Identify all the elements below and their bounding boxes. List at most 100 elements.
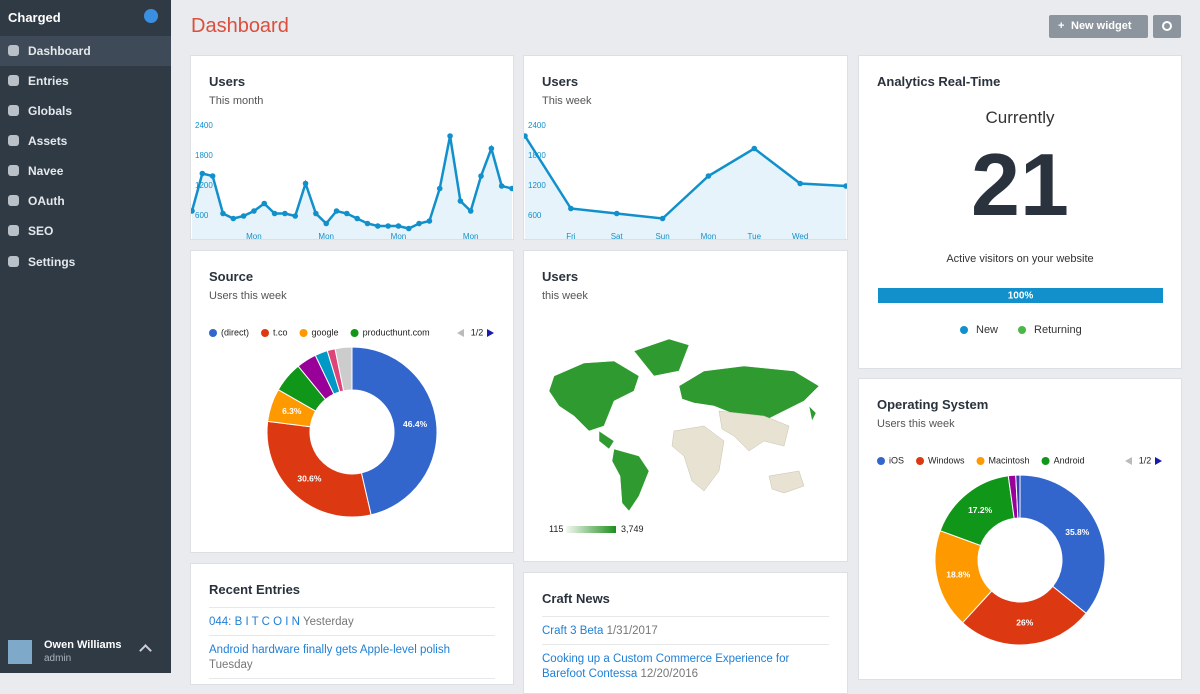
slice-label: 46.4% [403,419,428,429]
entry-list: 044: B I T C O I N Yesterday Android hard… [209,607,495,684]
card-title: Analytics Real-Time [877,74,1001,89]
x-tick-label: Wed [792,232,808,240]
legend-label: producthunt.com [363,327,430,337]
map-regions [548,338,820,512]
map-regions-low [671,410,805,494]
world-map [548,338,820,512]
page-next [487,329,494,337]
slice-label: 35.8% [1065,527,1090,537]
nav-item[interactable]: Entries [0,66,171,96]
new-widget-button[interactable]: + New widget [1049,15,1148,38]
item-link[interactable]: Android hardware finally gets Apple-leve… [209,644,451,656]
card-subtitle: This month [209,95,264,107]
item-link[interactable]: 044: B I T C O I N [209,616,300,628]
site-icon[interactable] [144,9,158,23]
news-list: Craft 3 Beta 1/31/2017 Cooking up a Custo… [542,616,829,687]
nav-label[interactable]: Navee [28,164,64,178]
nav-label[interactable]: OAuth [28,194,65,208]
card: Recent Entries 044: B I T C O I N Yester… [190,563,514,685]
nav-label[interactable]: Globals [28,104,73,118]
item-date: Yesterday [302,616,354,628]
slice-label: 30.6% [297,473,322,483]
legend-label: Macintosh [989,455,1030,465]
x-tick-label: Fri [566,232,576,240]
card: Users This month 600 1200 1800 2400 Mon Mon Mo… [190,55,514,240]
x-tick-label: Mon [463,232,479,240]
nav-item[interactable]: Navee [0,156,171,186]
item-link[interactable]: Craft 3 Beta [542,625,604,637]
x-tick-label: Mon [246,232,262,240]
point [191,208,195,214]
legend-label: (direct) [221,327,249,337]
list-item: Essential apps for switching from Mac to… [209,678,495,684]
slice [351,346,438,516]
nav-item[interactable]: Globals [0,96,171,126]
realtime-chart: 100% New Returning [878,288,1163,336]
user-name[interactable]: Owen Williams [44,639,122,651]
point [261,200,268,207]
point [395,223,402,229]
point [313,210,319,217]
y-tick-label: 1200 [195,181,213,190]
point [416,220,422,227]
brand[interactable]: Charged [8,10,61,25]
point [302,180,309,187]
point [467,208,474,214]
legend-swatch [209,329,217,337]
card: Operating System Users this week iOS Wind… [858,378,1182,680]
point [323,220,329,227]
point [240,213,247,219]
legend-swatch [299,329,308,337]
nav-label[interactable]: Assets [28,134,68,148]
page-next [1155,457,1162,465]
page-title: Dashboard [191,15,289,37]
nav-item[interactable]: OAuth [0,186,171,216]
card-title: Users [209,74,246,89]
nav-label[interactable]: SEO [28,224,54,238]
card-title: Craft News [542,591,610,606]
y-tick-label: 1200 [528,181,546,190]
point [354,215,360,222]
point [282,210,288,217]
x-tick-label: Tue [748,232,762,240]
legend-swatch [960,326,968,334]
card: Users this week 115 3,749 [523,250,848,562]
y-tick-label: 600 [195,211,209,220]
nav-label[interactable]: Dashboard [28,44,91,58]
area [525,136,846,239]
nav-item[interactable]: Dashboard [0,36,171,66]
legend-max: 3,749 [621,524,644,534]
plus-icon: + [1058,20,1065,32]
expand-icon[interactable] [139,644,152,657]
nav-label[interactable]: Settings [28,255,76,269]
point [843,183,847,189]
point [220,210,226,217]
nav-item[interactable]: SEO [0,216,171,246]
point [375,223,381,229]
chart: 600 1200 1800 2400 Fri Sat Sun Mon Tue Wed [524,121,847,240]
page-label: 1/2 [471,327,484,337]
y-tick-label: 1800 [195,151,213,160]
point [405,225,412,232]
sidebar: Charged Dashboard Entries Globals Assets… [0,0,171,673]
x-tick-label: Mon [318,232,334,240]
nav-label[interactable]: Entries [28,74,69,88]
card: Users This week 600 1200 1800 2400 Fri Sat Sun… [523,55,848,240]
legend-swatch [976,457,985,465]
chart: (direct) t.co google producthunt.com 1/2 46.4… [209,327,494,518]
point [333,208,340,214]
button-label[interactable]: New widget [1071,20,1132,32]
y-tick-label: 600 [528,211,542,220]
nav-item[interactable]: Assets [0,126,171,156]
realtime-caption: Active visitors on your website [946,253,1094,265]
user-role: admin [44,653,72,664]
slice [1015,474,1021,519]
nav-item[interactable]: Settings [0,247,171,277]
list-item: Cooking up a Custom Commerce Experience … [542,644,829,687]
realtime-count: 21 [971,135,1069,234]
page-label: 1/2 [1139,455,1152,465]
settings-button[interactable] [1153,15,1181,38]
avatar[interactable] [8,640,32,664]
card-title: Source [209,269,254,284]
